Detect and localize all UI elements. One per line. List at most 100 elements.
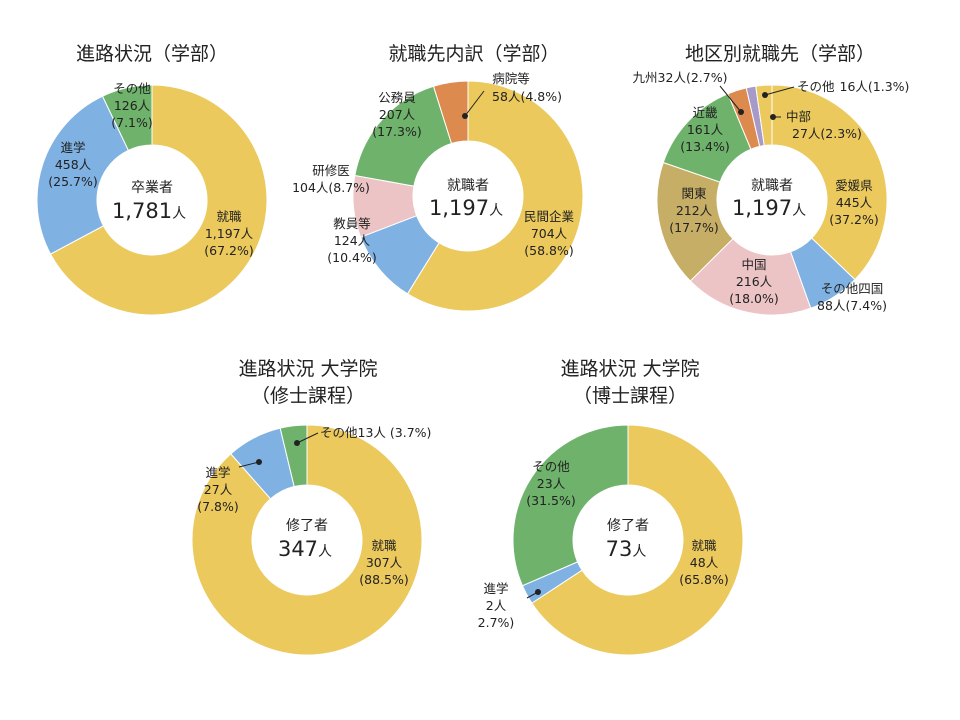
chart-title: 進路状況 大学院 <box>238 358 377 380</box>
center-value: 1,197人 <box>732 196 806 220</box>
center-label: 修了者 <box>286 518 328 534</box>
chart-masters-status: 進路状況 大学院 （修士課程） 修了者 347人 就職 307人 (88.5%)… <box>191 358 431 656</box>
slice-label-name: 教員等 <box>333 216 371 231</box>
center-label: 就職者 <box>447 178 489 194</box>
slice-label-kanto: 関東 212人 (17.7%) <box>669 186 718 235</box>
slice-label-count: 216人 <box>736 274 773 289</box>
slice-label-pct: (2.3%) <box>820 126 862 141</box>
leader-line <box>764 86 795 96</box>
slice-label-name: 進学 <box>205 465 230 480</box>
slice-label-name: その他 <box>113 81 151 96</box>
slice-label-count: 161人 <box>687 122 724 137</box>
slice-label-count: 32人 <box>658 70 687 85</box>
slice-label-count-pct: 88人(7.4%) <box>817 298 887 313</box>
slice-label-name: 中部 <box>786 109 811 124</box>
slice-label-count: 207人 <box>379 107 416 122</box>
donut <box>352 80 584 312</box>
slice-label-count: 1,197人 <box>205 226 254 241</box>
leader-dot <box>462 113 468 119</box>
slice-label-count: 23人 <box>537 476 566 491</box>
slice-label-shingaku: 進学 27人 (7.8%) <box>197 459 262 514</box>
slice-label-count: 27人 <box>792 126 821 141</box>
slice-label-sonota: その他13人 (3.7%) <box>294 425 431 446</box>
slice-label-name: 病院等 <box>492 71 530 86</box>
slice-label-sonota: その他 126人 (7.1%) <box>111 81 153 130</box>
slice-label-name: 研修医 <box>312 163 350 178</box>
slice-label-count-pct: 58人(4.8%) <box>492 89 562 104</box>
slice-label-name: その他四国 <box>821 281 884 296</box>
leader-dot <box>770 114 776 120</box>
chart-subtitle: （修士課程） <box>251 385 365 407</box>
slice-label-shushoku: 就職 307人 (88.5%) <box>359 538 408 587</box>
center-number: 1,781 <box>112 199 172 223</box>
slice-label-pct: 2.7%) <box>478 615 515 630</box>
slice-label-shingaku: 進学 2人 2.7%) <box>478 581 541 630</box>
slice-label-pct: (31.5%) <box>526 493 575 508</box>
slice-label-count: 212人 <box>676 203 713 218</box>
center-unit: 人 <box>489 203 503 219</box>
slice-label-sonota-shikoku: その他四国 88人(7.4%) <box>817 281 887 313</box>
slice-label-name: 就職 <box>216 209 242 224</box>
slice-label-count: 458人 <box>55 157 92 172</box>
center-label: 就職者 <box>751 178 793 194</box>
center-unit: 人 <box>632 544 646 560</box>
slice-label-minkan: 民間企業 704人 (58.8%) <box>524 209 575 258</box>
slice-label-count: 2人 <box>486 598 507 613</box>
slice-label-count: 16人 <box>840 79 869 94</box>
slice-label-name: 関東 <box>681 186 707 201</box>
slice-中部 <box>755 84 773 147</box>
chart-employment-by-region: 地区別就職先（学部） 就職者 1,197人 愛媛県 445人 (37.2%) そ… <box>633 43 909 316</box>
slice-label-kyoin: 教員等 124人 (10.4%) <box>327 216 376 265</box>
chart-employment-breakdown: 就職先内訳（学部） 就職者 1,197人 民間企業 704人 (58.8%) 教… <box>292 43 584 312</box>
slice-label-name: 愛媛県 <box>835 178 873 193</box>
slice-label-count-pct: 27人(2.3%) <box>792 126 862 141</box>
leader-line <box>719 85 742 113</box>
donut <box>656 84 888 316</box>
leader-dot <box>294 440 300 446</box>
slice-label-sonota-region: その他 16人(1.3%) <box>762 79 909 98</box>
leader-line <box>238 461 260 468</box>
leader-line <box>464 90 485 117</box>
center-number: 73 <box>606 537 633 561</box>
slice-label-count: 104人 <box>292 180 329 195</box>
slice-label-name: 就職 <box>691 538 717 553</box>
chart-subtitle: （博士課程） <box>573 385 687 407</box>
donut <box>36 84 268 316</box>
slice-label-count: 88人 <box>817 298 846 313</box>
slice-label-name: 公務員 <box>378 90 416 105</box>
slice-label-text: その他13人 (3.7%) <box>320 425 431 440</box>
slice-民間企業 <box>406 80 584 312</box>
slice-label-shushoku: 就職 48人 (65.8%) <box>679 538 728 587</box>
slice-label-sonota: その他 23人 (31.5%) <box>526 459 575 508</box>
slice-愛媛県 <box>771 84 888 281</box>
leader-dot <box>256 459 262 465</box>
slice-label-kinki: 近畿 161人 (13.4%) <box>680 105 729 154</box>
slice-label-pct: (37.2%) <box>829 212 878 227</box>
slice-label-count: 13人 <box>358 425 387 440</box>
center-number: 347 <box>278 537 318 561</box>
slice-label-pct: (13.4%) <box>680 139 729 154</box>
slice-関東 <box>656 161 734 282</box>
slice-label-name: 近畿 <box>692 105 718 120</box>
slice-label-pct: (17.3%) <box>372 124 421 139</box>
center-value: 1,197人 <box>429 196 503 220</box>
slice-label-pct: (8.7%) <box>328 180 370 195</box>
slice-label-kyushu: 九州32人(2.7%) <box>633 70 744 115</box>
slice-label-pct: (10.4%) <box>327 250 376 265</box>
slice-label-text: その他 16人(1.3%) <box>797 79 909 94</box>
chart-title: 進路状況（学部） <box>76 43 228 65</box>
slice-label-count: 704人 <box>531 226 568 241</box>
slice-label-name: 進学 <box>483 581 508 596</box>
slice-label-count: 126人 <box>114 98 151 113</box>
center-value: 1,781人 <box>112 199 186 223</box>
slice-label-pct: (67.2%) <box>204 243 253 258</box>
slice-label-pct: (4.8%) <box>520 89 562 104</box>
center-value: 73人 <box>606 537 647 561</box>
center-label: 修了者 <box>607 518 649 534</box>
slice-label-pct: (18.0%) <box>729 291 778 306</box>
slice-label-count-pct: 104人(8.7%) <box>292 180 370 195</box>
center-unit: 人 <box>172 206 186 222</box>
slice-label-shushoku: 就職 1,197人 (67.2%) <box>204 209 253 258</box>
chart-title: 地区別就職先（学部） <box>685 43 875 65</box>
